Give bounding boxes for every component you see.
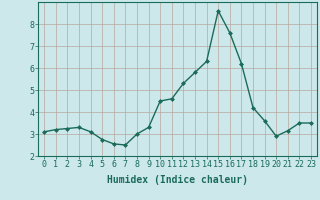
X-axis label: Humidex (Indice chaleur): Humidex (Indice chaleur) [107,175,248,185]
